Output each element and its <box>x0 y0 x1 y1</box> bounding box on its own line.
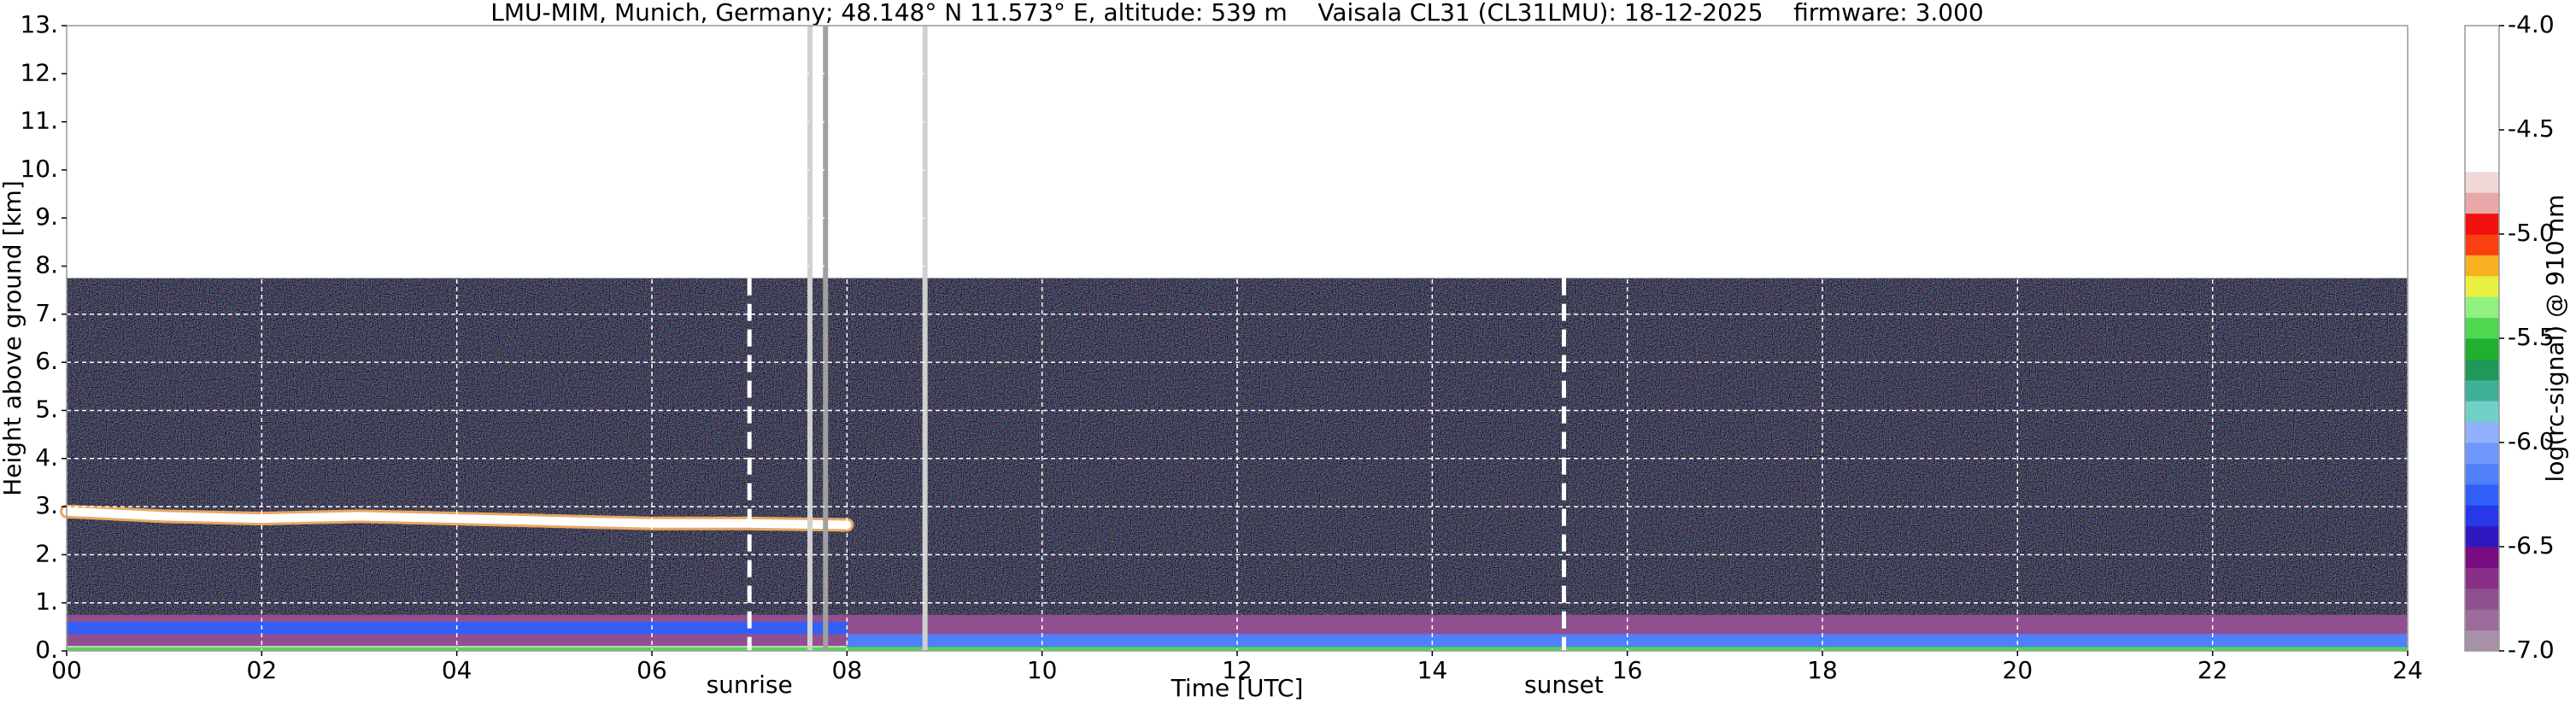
colorbar-tick-label: -5.0 <box>2508 219 2555 247</box>
colorbar-bin <box>2465 255 2499 277</box>
colorbar-bin <box>2465 234 2499 255</box>
colorbar-bin <box>2465 46 2499 68</box>
colorbar-tick-label: -6.5 <box>2508 531 2555 560</box>
x-tick-label: 12 <box>1222 656 1253 684</box>
colorbar-bin <box>2465 192 2499 214</box>
y-tick-label: 9. <box>35 202 58 231</box>
data-gap <box>823 26 829 651</box>
colorbar-bin <box>2465 108 2499 131</box>
x-tick-label: 06 <box>637 656 667 684</box>
y-tick-label: 7. <box>35 299 58 327</box>
colorbar-bin <box>2465 567 2499 589</box>
x-tick-label: 22 <box>2198 656 2228 684</box>
x-axis-label: Time [UTC] <box>1171 674 1304 702</box>
colorbar-bin <box>2465 483 2499 506</box>
colorbar-bin <box>2465 421 2499 443</box>
y-tick-label: 12. <box>20 58 58 86</box>
colorbar-bin <box>2465 88 2499 110</box>
y-axis-label: Height above ground [km] <box>0 180 26 496</box>
colorbar-bin <box>2465 317 2499 339</box>
colorbar-tick-label: -5.5 <box>2508 323 2555 351</box>
y-tick-label: 10. <box>20 155 58 183</box>
y-tick-label: 6. <box>35 347 58 375</box>
colorbar-label: log(rc-signal) @ 910 nm <box>2541 195 2569 483</box>
event-label: sunrise <box>707 671 793 699</box>
colorbar-bin <box>2465 130 2499 151</box>
colorbar-bin <box>2465 338 2499 360</box>
x-tick-label: 18 <box>1807 656 1838 684</box>
colorbar-bin <box>2465 525 2499 548</box>
y-tick-label: 13. <box>20 10 58 38</box>
y-tick-label: 4. <box>35 443 58 472</box>
x-tick-label: 16 <box>1612 656 1643 684</box>
x-tick-label: 04 <box>442 656 472 684</box>
data-gap <box>922 26 928 651</box>
colorbar-bin <box>2465 505 2499 527</box>
chart-title: LMU-MIM, Munich, Germany; 48.148° N 11.5… <box>490 0 1984 26</box>
x-tick-label: 02 <box>247 656 278 684</box>
colorbar-bin <box>2465 401 2499 423</box>
event-label: sunset <box>1524 671 1604 699</box>
colorbar-bin <box>2465 67 2499 89</box>
y-tick-label: 1. <box>35 588 58 616</box>
x-tick-label: 24 <box>2392 656 2423 684</box>
x-tick-label: 08 <box>832 656 863 684</box>
x-tick-label: 00 <box>51 656 82 684</box>
colorbar-bin <box>2465 213 2499 235</box>
colorbar-bin <box>2465 150 2499 173</box>
colorbar-bin <box>2465 379 2499 401</box>
y-tick-label: 2. <box>35 539 58 567</box>
colorbar-bin <box>2465 275 2499 297</box>
y-tick-label: 3. <box>35 491 58 519</box>
x-tick-label: 20 <box>2003 656 2033 684</box>
colorbar-tick-label: -7.0 <box>2508 636 2555 664</box>
colorbar-bin <box>2465 26 2499 47</box>
y-tick-label: 8. <box>35 251 58 279</box>
x-tick-label: 10 <box>1027 656 1058 684</box>
data-gap <box>807 26 813 651</box>
colorbar-bin <box>2465 547 2499 568</box>
colorbar-bin <box>2465 442 2499 464</box>
colorbar-bin <box>2465 463 2499 485</box>
colorbar-tick-label: -6.0 <box>2508 427 2555 455</box>
x-tick-label: 14 <box>1417 656 1448 684</box>
colorbar-bin <box>2465 171 2499 193</box>
y-tick-label: 0. <box>35 636 58 664</box>
colorbar-tick-label: -4.0 <box>2508 10 2555 38</box>
y-tick-label: 5. <box>35 395 58 423</box>
y-tick-label: 11. <box>20 107 58 135</box>
colorbar-bin <box>2465 359 2499 381</box>
colorbar-bin <box>2465 630 2499 652</box>
colorbar-bin <box>2465 609 2499 631</box>
colorbar-bin <box>2465 588 2499 610</box>
colorbar-bin <box>2465 296 2499 319</box>
colorbar-tick-label: -4.5 <box>2508 114 2555 143</box>
